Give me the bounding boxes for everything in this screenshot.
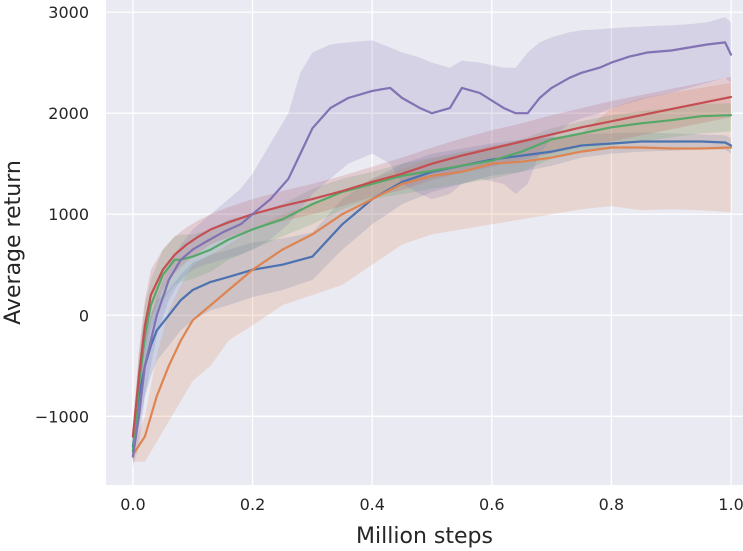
y-tick-label: 0 — [79, 306, 89, 325]
series-line-4 — [131, 95, 733, 438]
x-tick-label: 1.0 — [718, 495, 743, 514]
series-line-5 — [131, 41, 733, 458]
y-tick-label: 1000 — [48, 205, 89, 224]
series-line-2 — [131, 146, 733, 456]
y-tick-label: −1000 — [35, 407, 89, 426]
y-tick-labels: −1000 0 1000 2000 3000 — [35, 3, 89, 426]
x-tick-label: 0.4 — [359, 495, 384, 514]
plot-background — [106, 0, 743, 485]
series-lines — [131, 41, 733, 458]
y-axis-label: Average return — [1, 160, 26, 325]
x-tick-label: 0.2 — [240, 495, 265, 514]
confidence-band-4 — [132, 76, 731, 452]
y-tick-label: 3000 — [48, 3, 89, 22]
x-tick-label: 0.0 — [120, 495, 145, 514]
grid — [106, 0, 743, 485]
confidence-band-2 — [132, 82, 731, 462]
y-tick-label: 2000 — [48, 104, 89, 123]
confidence-band-5 — [132, 17, 731, 467]
x-axis-label: Million steps — [356, 524, 493, 549]
series-line-1 — [131, 140, 733, 448]
x-tick-labels: 0.0 0.2 0.4 0.6 0.8 1.0 — [120, 495, 743, 514]
x-tick-label: 0.6 — [479, 495, 504, 514]
x-tick-label: 0.8 — [599, 495, 624, 514]
